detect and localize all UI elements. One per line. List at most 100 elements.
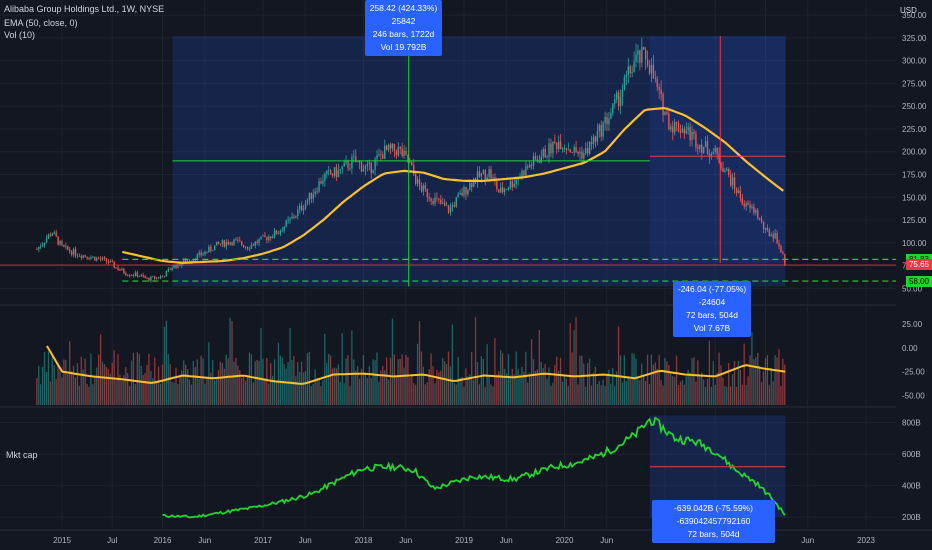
price-badge-green: 81.83 — [906, 253, 932, 265]
candle-body — [529, 164, 531, 168]
candle-body — [641, 47, 643, 63]
candle-body — [488, 169, 490, 178]
volume-bar — [646, 354, 649, 405]
candle-body — [646, 59, 649, 66]
candle-body — [476, 171, 479, 183]
vol-legend[interactable]: Vol (10) — [4, 30, 36, 40]
volume-bar — [84, 358, 86, 405]
volume-bar — [523, 371, 525, 405]
candle-body — [724, 170, 726, 172]
volume-bar — [662, 385, 664, 405]
volume-bar — [666, 361, 668, 405]
volume-bar — [517, 369, 519, 405]
volume-bar — [519, 374, 521, 405]
candle-body — [227, 241, 229, 245]
candle-body — [239, 240, 241, 242]
candle-body — [546, 156, 548, 158]
candle-body — [156, 277, 158, 279]
candle-body — [82, 255, 84, 258]
candle-body — [699, 144, 701, 149]
volume-bar — [196, 359, 198, 405]
candle-body — [567, 149, 570, 151]
candle-body — [414, 174, 417, 184]
volume-bar — [722, 377, 724, 405]
volume-bar — [268, 383, 270, 405]
candle-body — [287, 219, 289, 221]
candle-body — [492, 177, 494, 179]
candle-body — [467, 189, 469, 195]
candle-body — [136, 272, 139, 277]
candle-body — [590, 142, 593, 145]
candle-body — [233, 239, 235, 245]
volume-bar — [38, 365, 40, 405]
volume-bar — [768, 385, 770, 405]
volume-bar — [708, 340, 711, 405]
candle-body — [737, 190, 740, 193]
volume-bar — [530, 339, 533, 405]
candle-body — [563, 147, 566, 149]
volume-bar — [529, 373, 531, 405]
volume-bar — [200, 355, 202, 405]
price-tick-label: 200.00 — [902, 148, 927, 157]
volume-bar — [778, 349, 780, 405]
volume-bar — [277, 342, 280, 405]
volume-bar — [413, 383, 415, 405]
volume-bar — [283, 363, 285, 405]
candle-body — [299, 205, 301, 210]
volume-bar — [320, 386, 322, 405]
candle-body — [161, 276, 164, 278]
candle-body — [148, 277, 150, 281]
candle-body — [312, 194, 314, 199]
candle-body — [643, 47, 645, 50]
candle-body — [548, 143, 550, 157]
mktcap-legend[interactable]: Mkt cap — [6, 450, 38, 460]
volume-bar — [478, 384, 481, 405]
candle-body — [144, 276, 146, 278]
candle-body — [428, 197, 430, 199]
volume-bar — [395, 377, 397, 405]
volume-bar — [687, 369, 689, 405]
volume-bar — [699, 376, 701, 405]
volume-bar — [65, 360, 67, 405]
volume-bar — [270, 362, 272, 405]
volume-bar — [554, 365, 556, 405]
volume-bar — [173, 382, 175, 405]
volume-bar — [254, 361, 256, 405]
volume-bar — [590, 385, 593, 405]
volume-bar — [80, 356, 82, 405]
candle-body — [300, 205, 303, 211]
volume-bar — [134, 383, 137, 405]
candle-body — [550, 143, 552, 154]
volume-bar — [467, 376, 469, 405]
volume-bar — [730, 386, 732, 405]
volume-bar — [90, 353, 92, 405]
ema-legend[interactable]: EMA (50, close, 0) — [4, 18, 78, 28]
volume-bar — [374, 360, 376, 405]
volume-bar — [498, 371, 500, 405]
candle-body — [391, 143, 394, 149]
symbol-legend[interactable]: Alibaba Group Holdings Ltd., 1W, NYSE — [4, 4, 165, 14]
candle-body — [666, 112, 668, 114]
measure-tooltip-down: -246.04 (-77.05%) -24604 72 bars, 504d V… — [673, 281, 751, 337]
x-tick-label: Jun — [801, 536, 814, 545]
candle-body — [329, 170, 332, 175]
candle-body — [80, 256, 83, 258]
candle-body — [293, 216, 295, 218]
candle-body — [395, 150, 398, 156]
price-badge-red: 75.65 — [906, 259, 932, 271]
volume-bar — [569, 323, 571, 405]
candle-body — [689, 127, 691, 141]
candle-body — [658, 87, 660, 90]
volume-bar — [629, 378, 631, 405]
volume-bar — [782, 358, 784, 405]
candle-body — [490, 169, 492, 179]
candle-body — [594, 136, 597, 142]
candle-body — [384, 145, 386, 159]
volume-bar — [40, 384, 42, 405]
volume-bar — [204, 383, 206, 405]
candle-body — [159, 276, 162, 279]
volume-bar — [434, 383, 436, 405]
candle-body — [90, 257, 92, 260]
